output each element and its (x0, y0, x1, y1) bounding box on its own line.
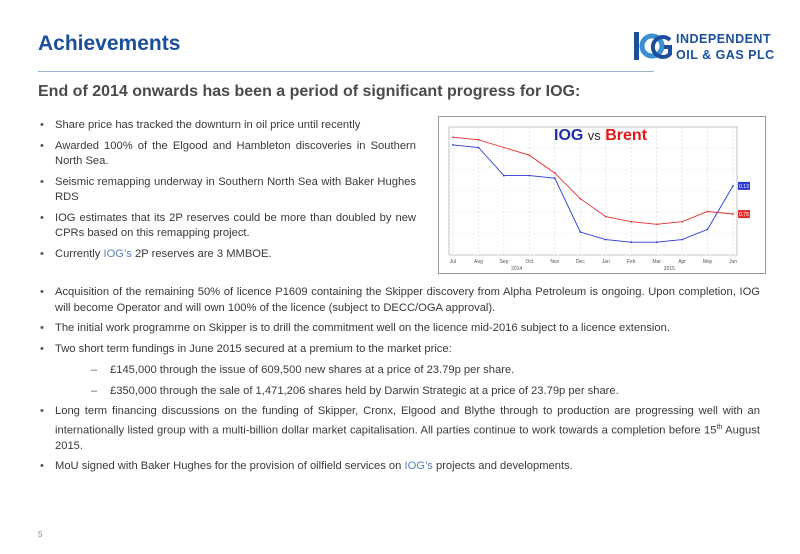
data-point (630, 241, 633, 244)
x-tick-label: Jan (602, 259, 610, 265)
data-point (732, 184, 734, 187)
title-divider (38, 71, 654, 72)
bottom-bullet-list: Acquisition of the remaining 50% of lice… (38, 285, 760, 480)
text: Currently (55, 247, 104, 260)
end-value-tag (738, 181, 750, 190)
company-highlight: IOG’s (103, 247, 132, 260)
data-point (732, 213, 734, 215)
bullet-item: Acquisition of the remaining 50% of lice… (38, 285, 760, 316)
data-point (604, 215, 607, 218)
data-point (706, 210, 709, 213)
logo-text-line1: INDEPENDENT (676, 32, 772, 46)
text: Two short term fundings in June 2015 sec… (55, 342, 452, 355)
x-tick-label: Oct (525, 259, 533, 265)
chart-title-vs: vs (587, 128, 601, 143)
end-value-label: 0.13 (739, 184, 749, 190)
data-point (528, 154, 531, 157)
data-point (630, 220, 633, 223)
sub-bullet-list: £145,000 through the issue of 609,500 ne… (55, 363, 760, 399)
bullet-item: MoU signed with Baker Hughes for the pro… (38, 459, 760, 475)
page-title: Achievements (38, 32, 181, 55)
chart-title-brent: Brent (605, 127, 648, 144)
bullet-item: Awarded 100% of the Elgood and Hambleton… (38, 139, 416, 170)
data-point (477, 146, 480, 149)
data-point (452, 136, 454, 139)
chart-title: IOG vs Brent (554, 127, 647, 145)
page-number: 5 (38, 530, 43, 539)
company-logo: INDEPENDENT OIL & GAS PLC (632, 22, 787, 68)
bullet-item: Currently IOG’s 2P reserves are 3 MMBOE. (38, 247, 416, 263)
section-subtitle: End of 2014 onwards has been a period of… (38, 83, 581, 100)
sub-bullet-item: £145,000 through the issue of 609,500 ne… (55, 363, 760, 379)
data-point (604, 238, 607, 241)
text: projects and developments. (432, 460, 573, 473)
data-point (706, 228, 709, 231)
data-point (681, 238, 683, 241)
bullet-item: Two short term fundings in June 2015 sec… (38, 342, 760, 400)
x-tick-label: Aug (474, 259, 483, 265)
data-point (503, 174, 505, 177)
data-point (477, 138, 480, 141)
x-tick-label: Dec (576, 259, 585, 265)
series-line (452, 144, 734, 243)
bullet-item: Seismic remapping underway in Southern N… (38, 175, 416, 206)
year-label: 2014 (511, 266, 522, 272)
data-point (655, 241, 658, 244)
text: Long term financing discussions on the f… (55, 405, 760, 437)
chart-plot: Jul Aug Sep Oct Nov Dec Jan Feb Mar Apr May Jun 2014… (448, 126, 750, 272)
series-line (452, 136, 734, 225)
x-tick-label: Mar (652, 259, 661, 265)
chart-title-iog: IOG (554, 127, 584, 144)
company-highlight: IOG’s (404, 460, 433, 473)
end-value-tag (738, 210, 750, 219)
share-price-chart: Jul Aug Sep Oct Nov Dec Jan Feb Mar Apr May Jun 2014… (438, 116, 766, 274)
x-tick-label: Apr (678, 259, 686, 265)
data-point (553, 177, 556, 180)
bullet-item: Long term financing discussions on the f… (38, 404, 760, 454)
x-tick-label: May (703, 259, 713, 265)
data-point (553, 172, 556, 174)
end-value-label: 0.75 (739, 212, 749, 218)
bullet-item: IOG estimates that its 2P reserves could… (38, 211, 416, 242)
data-point (503, 146, 505, 149)
x-tick-label: Sep (499, 259, 508, 265)
data-point (655, 223, 658, 226)
x-tick-label: Jun (729, 259, 737, 265)
data-point (528, 174, 531, 177)
x-tick-label: Feb (627, 259, 636, 265)
bullet-item: The initial work programme on Skipper is… (38, 321, 760, 337)
bullet-item: Share price has tracked the downturn in … (38, 118, 416, 134)
x-tick-label: Jul (450, 259, 456, 265)
text: MoU signed with Baker Hughes for the pro… (55, 460, 405, 473)
sub-bullet-item: £350,000 through the sale of 1,471,206 s… (55, 384, 760, 400)
text: August 2015. (55, 424, 760, 452)
data-point (579, 197, 582, 200)
text: 2P reserves are 3 MMBOE. (131, 247, 272, 260)
superscript: th (716, 423, 723, 431)
data-point (579, 231, 582, 233)
top-bullet-list: Share price has tracked the downturn in … (38, 118, 416, 267)
x-tick-label: Nov (550, 259, 559, 265)
year-label: 2015 (664, 266, 675, 272)
iog-logo-icon (634, 32, 672, 60)
data-point (452, 144, 454, 146)
logo-text-line2: OIL & GAS PLC (676, 48, 775, 62)
data-point (681, 220, 683, 223)
